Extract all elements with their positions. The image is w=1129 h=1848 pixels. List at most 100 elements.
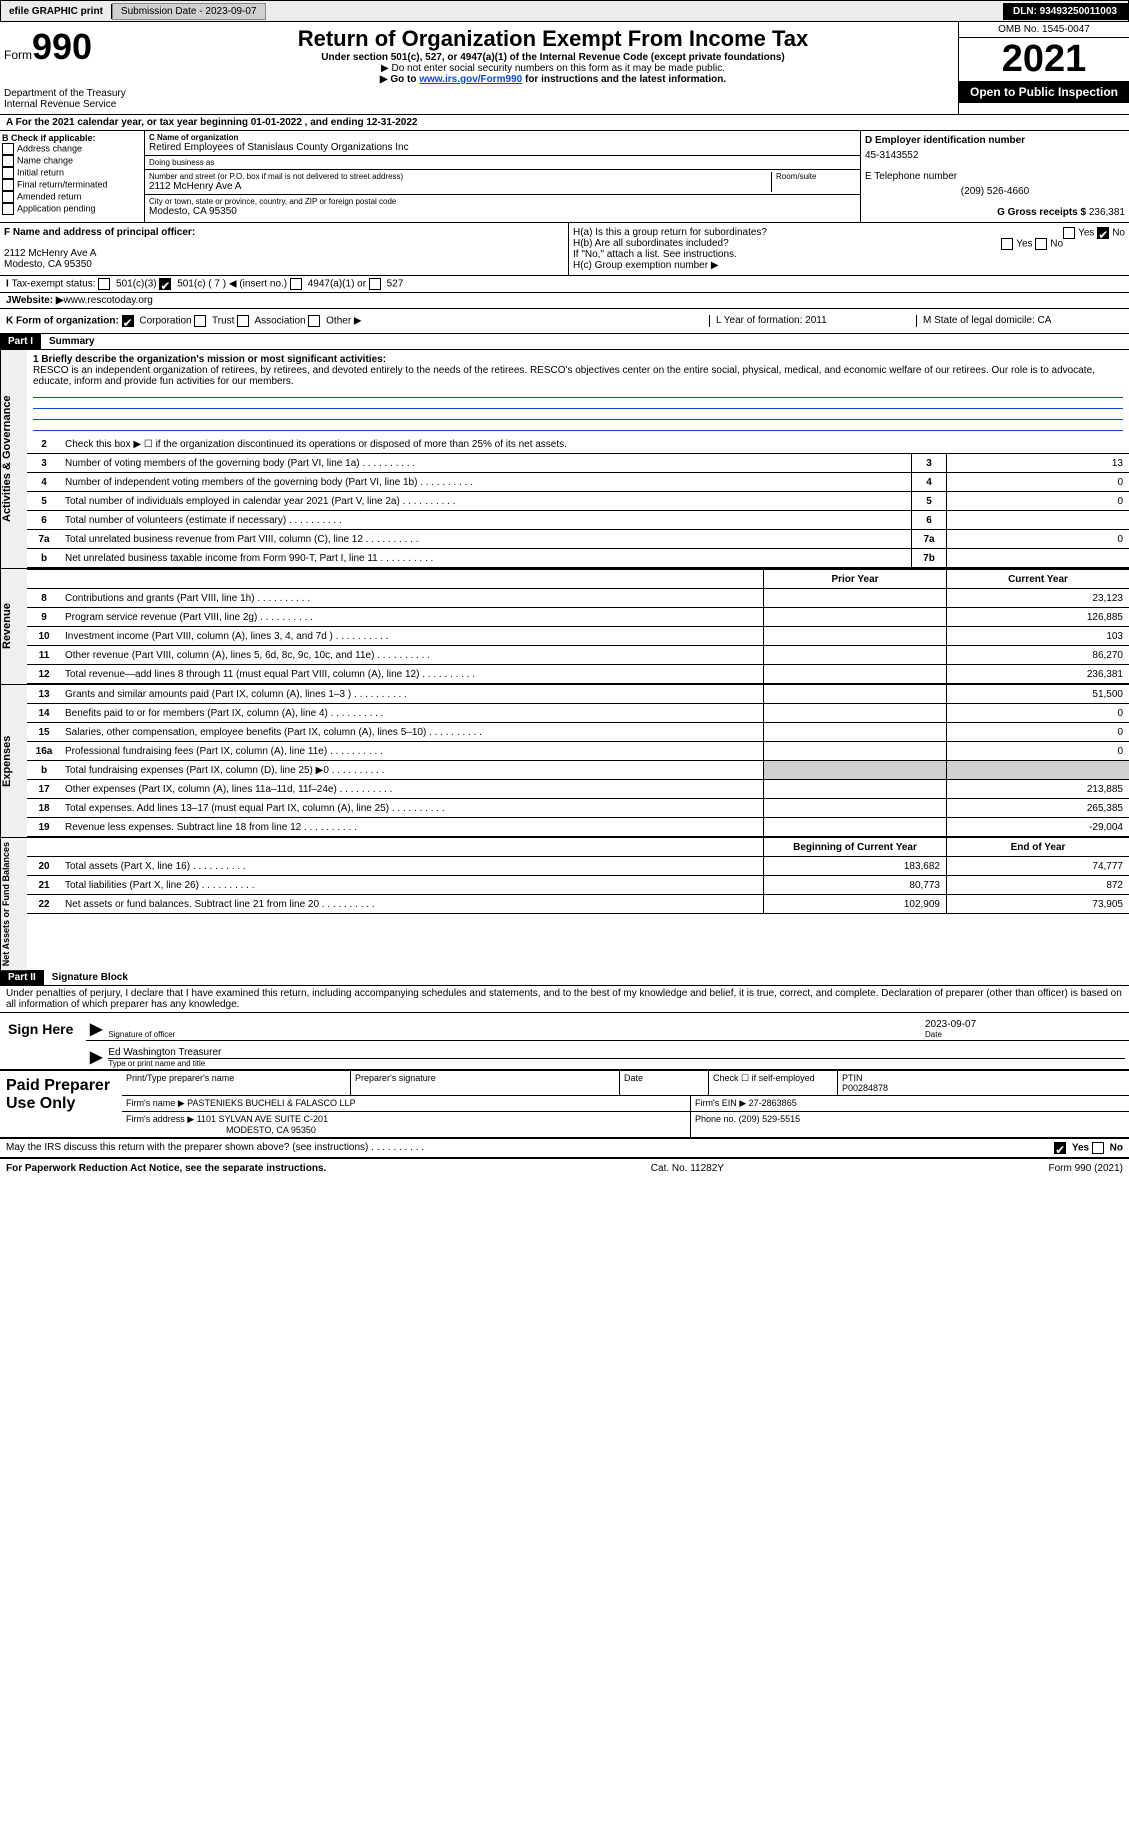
line-desc: Net assets or fund balances. Subtract li… [61, 897, 763, 912]
line-desc: Total unrelated business revenue from Pa… [61, 532, 911, 547]
ha-yes: Yes [1078, 228, 1094, 239]
prior-val [763, 627, 946, 645]
discuss-no: No [1110, 1143, 1123, 1154]
line-num: 13 [27, 687, 61, 702]
line-desc: Grants and similar amounts paid (Part IX… [61, 687, 763, 702]
line-desc: Salaries, other compensation, employee b… [61, 725, 763, 740]
curr-val: 74,777 [946, 857, 1129, 875]
cb-corp[interactable]: ✔ [122, 315, 134, 327]
submission-date-button[interactable]: Submission Date - 2023-09-07 [112, 3, 266, 20]
j-label: Website: ▶ [12, 295, 64, 306]
opt-final: Final return/terminated [17, 179, 108, 189]
prior-val [763, 780, 946, 798]
gross-label: G Gross receipts $ [997, 207, 1086, 218]
line-num: 20 [27, 859, 61, 874]
curr-val: 23,123 [946, 589, 1129, 607]
line-val [946, 549, 1129, 567]
cb-527[interactable] [369, 278, 381, 290]
cb-501c3[interactable] [98, 278, 110, 290]
prep-c2: Preparer's signature [351, 1071, 620, 1095]
dba-label: Doing business as [149, 158, 856, 167]
dln-label: DLN: 93493250011003 [1003, 3, 1128, 20]
line-num: 5 [27, 494, 61, 509]
line-desc: Total assets (Part X, line 16) [61, 859, 763, 874]
firm-addr-label: Firm's address ▶ [126, 1114, 194, 1124]
curr-val [946, 761, 1129, 779]
line-desc: Other revenue (Part VIII, column (A), li… [61, 648, 763, 663]
goto-post: for instructions and the latest informat… [522, 74, 726, 85]
curr-val: 0 [946, 742, 1129, 760]
line-box: 4 [911, 473, 946, 491]
paid-preparer: Paid Preparer Use Only [0, 1071, 122, 1137]
cb-other[interactable] [308, 315, 320, 327]
m-label: M State of legal domicile: CA [916, 315, 1123, 327]
line-desc: Total number of volunteers (estimate if … [61, 513, 911, 528]
line-desc: Net unrelated business taxable income fr… [61, 551, 911, 566]
cb-final[interactable] [2, 179, 14, 191]
line-val [946, 511, 1129, 529]
line-desc: Total expenses. Add lines 13–17 (must eq… [61, 801, 763, 816]
subtitle-2: ▶ Do not enter social security numbers o… [152, 63, 954, 74]
vtab-exp: Expenses [0, 685, 27, 837]
cb-assoc[interactable] [237, 315, 249, 327]
line-num: 11 [27, 648, 61, 663]
phone-label: E Telephone number [865, 171, 957, 182]
cb-ha-yes[interactable] [1063, 227, 1075, 239]
vtab-net: Net Assets or Fund Balances [0, 838, 27, 970]
box-b-label: B Check if applicable: [2, 133, 142, 143]
cb-501c[interactable]: ✔ [159, 278, 171, 290]
name-label: Type or print name and title [108, 1059, 1125, 1068]
top-bar: efile GRAPHIC print Submission Date - 20… [0, 0, 1129, 22]
ein-value: 45-3143552 [865, 148, 1125, 163]
cb-4947[interactable] [290, 278, 302, 290]
part2-header: Part II [0, 970, 44, 985]
cb-pending[interactable] [2, 203, 14, 215]
hb-note: If "No," attach a list. See instructions… [573, 249, 1125, 260]
prep-c4: Check ☐ if self-employed [709, 1071, 838, 1095]
k-label: K Form of organization: [6, 316, 119, 327]
hb-yes: Yes [1016, 239, 1032, 250]
arrow-icon: ▶ [90, 1019, 102, 1039]
discuss-q: May the IRS discuss this return with the… [6, 1142, 368, 1153]
line-num: 6 [27, 513, 61, 528]
cb-trust[interactable] [194, 315, 206, 327]
curr-val: 86,270 [946, 646, 1129, 664]
ptin: P00284878 [842, 1083, 888, 1093]
footer-right: Form 990 (2021) [1049, 1163, 1123, 1174]
prior-val [763, 608, 946, 626]
opt-name: Name change [17, 155, 73, 165]
firm-ein-label: Firm's EIN ▶ [695, 1098, 746, 1108]
prior-val [763, 665, 946, 683]
part2-name: Signature Block [44, 970, 1129, 985]
cb-initial[interactable] [2, 167, 14, 179]
cb-name-change[interactable] [2, 155, 14, 167]
cb-hb-no[interactable] [1035, 238, 1047, 250]
cb-ha-no[interactable]: ✔ [1097, 227, 1109, 239]
hb-no: No [1050, 239, 1063, 250]
cb-discuss-no[interactable] [1092, 1142, 1104, 1154]
line-desc: Other expenses (Part IX, column (A), lin… [61, 782, 763, 797]
opt-527: 527 [387, 279, 404, 290]
curr-val: 236,381 [946, 665, 1129, 683]
cb-address-change[interactable] [2, 143, 14, 155]
room-label: Room/suite [776, 172, 856, 181]
website-value: www.rescotoday.org [64, 295, 153, 306]
goto-pre: ▶ Go to [380, 74, 419, 85]
hb-label: H(b) Are all subordinates included? [573, 238, 729, 249]
prior-year-hdr: Prior Year [763, 570, 946, 588]
line-desc: Investment income (Part VIII, column (A)… [61, 629, 763, 644]
phone-value: (209) 526-4660 [865, 184, 1125, 199]
line-desc: Total fundraising expenses (Part IX, col… [61, 763, 763, 778]
cb-hb-yes[interactable] [1001, 238, 1013, 250]
hc-label: H(c) Group exemption number ▶ [573, 260, 1125, 271]
opt-amended: Amended return [17, 191, 82, 201]
sig-officer-label: Signature of officer [108, 1030, 925, 1039]
cb-amended[interactable] [2, 191, 14, 203]
arrow-icon-2: ▶ [90, 1047, 102, 1068]
line-num: 8 [27, 591, 61, 606]
irs-link[interactable]: www.irs.gov/Form990 [419, 74, 522, 85]
ha-no: No [1112, 228, 1125, 239]
addr-label: Number and street (or P.O. box if mail i… [149, 172, 771, 181]
cb-discuss-yes[interactable]: ✔ [1054, 1142, 1066, 1154]
line-desc: Revenue less expenses. Subtract line 18 … [61, 820, 763, 835]
